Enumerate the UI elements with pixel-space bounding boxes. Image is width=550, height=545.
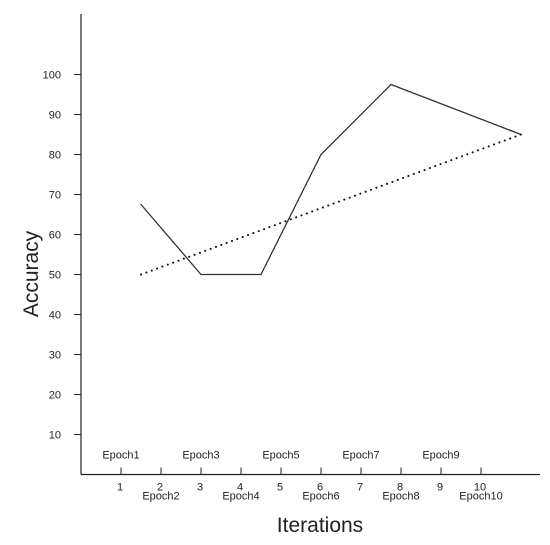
- y-tick-label: 90: [49, 110, 61, 122]
- x-category-label: Epoch5: [262, 450, 299, 462]
- x-category-label: Epoch7: [342, 450, 379, 462]
- x-tick-label: 9: [437, 482, 443, 494]
- x-category-label: Epoch10: [459, 491, 502, 503]
- x-category-label: Epoch2: [142, 491, 179, 503]
- trend-line-dotted: [140, 133, 522, 276]
- x-category-label: Epoch9: [422, 450, 459, 462]
- x-tick-label: 10: [474, 482, 486, 494]
- x-tick-label: 1: [117, 482, 123, 494]
- x-tick-label: 4: [237, 482, 243, 494]
- y-tick-label: 70: [49, 190, 61, 202]
- x-category-label: Epoch6: [302, 491, 339, 503]
- x-category-label: Epoch1: [102, 450, 139, 462]
- x-tick-label: 2: [157, 482, 163, 494]
- x-tick-label: 3: [197, 482, 203, 494]
- series-group: [140, 83, 522, 276]
- y-tick-label: 80: [49, 150, 61, 162]
- y-ticks: 10 20 30 40 50 60 70 80 90 100: [43, 70, 81, 442]
- x-category-label: Epoch8: [382, 491, 419, 503]
- x-category-label: Epoch3: [182, 450, 219, 462]
- accuracy-line: [140, 83, 522, 276]
- x-category-labels: Epoch1 Epoch2 Epoch3 Epoch4 Epoch5 Epoch6 Epoc…: [102, 450, 502, 503]
- x-tick-label: 5: [277, 482, 283, 494]
- x-axis-title: Iterations: [277, 514, 363, 537]
- y-tick-label: 60: [49, 230, 61, 242]
- x-tick-label: 7: [357, 482, 363, 494]
- x-ticks: 1 2 3 4 5 6 7 8 9 10: [117, 467, 486, 494]
- x-tick-label: 6: [317, 482, 323, 494]
- x-tick-label: 8: [397, 482, 403, 494]
- y-tick-label: 100: [43, 70, 61, 82]
- y-tick-label: 40: [49, 310, 61, 322]
- y-tick-label: 30: [49, 350, 61, 362]
- y-tick-label: 50: [49, 270, 61, 282]
- x-category-label: Epoch4: [222, 491, 259, 503]
- y-tick-label: 20: [49, 390, 61, 402]
- y-axis-title: Accuracy: [20, 230, 43, 317]
- y-tick-label: 10: [49, 430, 61, 442]
